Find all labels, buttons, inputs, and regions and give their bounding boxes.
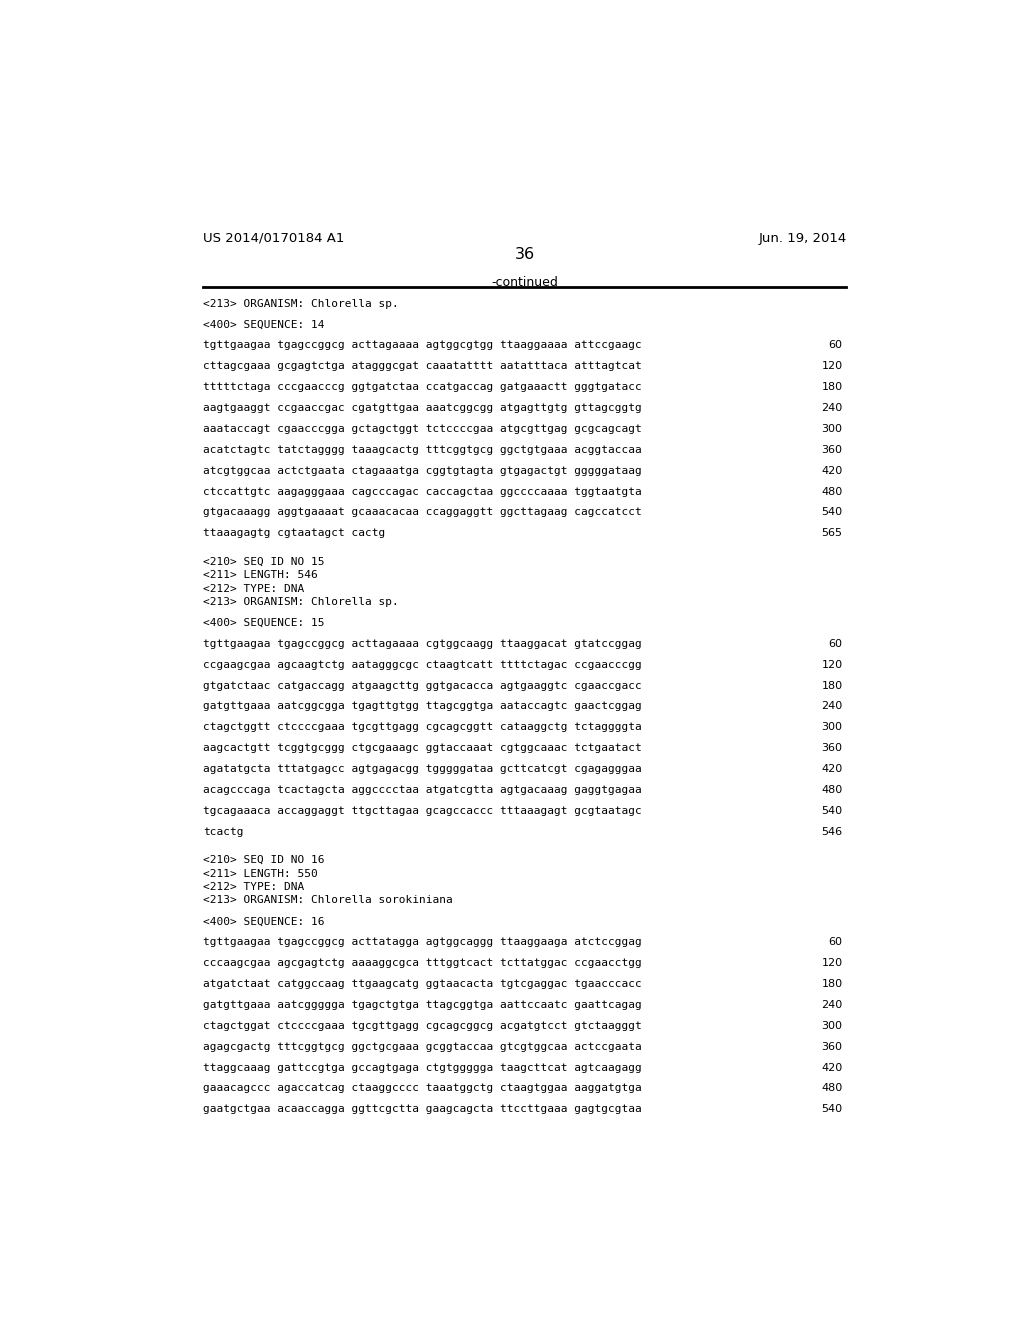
Text: 480: 480 (821, 487, 843, 496)
Text: <211> LENGTH: 546: <211> LENGTH: 546 (203, 570, 317, 579)
Text: acatctagtc tatctagggg taaagcactg tttcggtgcg ggctgtgaaa acggtaccaa: acatctagtc tatctagggg taaagcactg tttcggt… (203, 445, 642, 455)
Text: atgatctaat catggccaag ttgaagcatg ggtaacacta tgtcgaggac tgaacccacc: atgatctaat catggccaag ttgaagcatg ggtaaca… (203, 979, 642, 989)
Text: gatgttgaaa aatcggggga tgagctgtga ttagcggtga aattccaatc gaattcagag: gatgttgaaa aatcggggga tgagctgtga ttagcgg… (203, 1001, 642, 1010)
Text: <400> SEQUENCE: 14: <400> SEQUENCE: 14 (203, 319, 325, 330)
Text: <212> TYPE: DNA: <212> TYPE: DNA (203, 882, 304, 892)
Text: 240: 240 (821, 701, 843, 711)
Text: 360: 360 (821, 445, 843, 455)
Text: Jun. 19, 2014: Jun. 19, 2014 (758, 231, 847, 244)
Text: 60: 60 (828, 341, 843, 350)
Text: gatgttgaaa aatcggcgga tgagttgtgg ttagcggtga aataccagtc gaactcggag: gatgttgaaa aatcggcgga tgagttgtgg ttagcgg… (203, 701, 642, 711)
Text: <400> SEQUENCE: 16: <400> SEQUENCE: 16 (203, 916, 325, 927)
Text: agagcgactg tttcggtgcg ggctgcgaaa gcggtaccaa gtcgtggcaa actccgaata: agagcgactg tttcggtgcg ggctgcgaaa gcggtac… (203, 1041, 642, 1052)
Text: 540: 540 (821, 1105, 843, 1114)
Text: <212> TYPE: DNA: <212> TYPE: DNA (203, 583, 304, 594)
Text: 180: 180 (821, 681, 843, 690)
Text: aaataccagt cgaacccgga gctagctggt tctccccgaa atgcgttgag gcgcagcagt: aaataccagt cgaacccgga gctagctggt tctcccc… (203, 424, 642, 434)
Text: cccaagcgaa agcgagtctg aaaaggcgca tttggtcact tcttatggac ccgaacctgg: cccaagcgaa agcgagtctg aaaaggcgca tttggtc… (203, 958, 642, 968)
Text: 36: 36 (515, 247, 535, 261)
Text: 120: 120 (821, 660, 843, 669)
Text: ctagctggtt ctccccgaaa tgcgttgagg cgcagcggtt cataaggctg tctaggggta: ctagctggtt ctccccgaaa tgcgttgagg cgcagcg… (203, 722, 642, 733)
Text: ttaaagagtg cgtaatagct cactg: ttaaagagtg cgtaatagct cactg (203, 528, 385, 539)
Text: tgttgaagaa tgagccggcg acttagaaaa cgtggcaagg ttaaggacat gtatccggag: tgttgaagaa tgagccggcg acttagaaaa cgtggca… (203, 639, 642, 649)
Text: 420: 420 (821, 764, 843, 774)
Text: ttaggcaaag gattccgtga gccagtgaga ctgtggggga taagcttcat agtcaagagg: ttaggcaaag gattccgtga gccagtgaga ctgtggg… (203, 1063, 642, 1073)
Text: tttttctaga cccgaacccg ggtgatctaa ccatgaccag gatgaaactt gggtgatacc: tttttctaga cccgaacccg ggtgatctaa ccatgac… (203, 381, 642, 392)
Text: 540: 540 (821, 507, 843, 517)
Text: 565: 565 (821, 528, 843, 539)
Text: gtgatctaac catgaccagg atgaagcttg ggtgacacca agtgaaggtc cgaaccgacc: gtgatctaac catgaccagg atgaagcttg ggtgaca… (203, 681, 642, 690)
Text: <213> ORGANISM: Chlorella sorokiniana: <213> ORGANISM: Chlorella sorokiniana (203, 895, 453, 906)
Text: <211> LENGTH: 550: <211> LENGTH: 550 (203, 869, 317, 879)
Text: 60: 60 (828, 639, 843, 649)
Text: <210> SEQ ID NO 15: <210> SEQ ID NO 15 (203, 557, 325, 566)
Text: <210> SEQ ID NO 16: <210> SEQ ID NO 16 (203, 855, 325, 865)
Text: acagcccaga tcactagcta aggcccctaa atgatcgtta agtgacaaag gaggtgagaa: acagcccaga tcactagcta aggcccctaa atgatcg… (203, 785, 642, 795)
Text: tgttgaagaa tgagccggcg acttagaaaa agtggcgtgg ttaaggaaaa attccgaagc: tgttgaagaa tgagccggcg acttagaaaa agtggcg… (203, 341, 642, 350)
Text: ctccattgtc aagagggaaa cagcccagac caccagctaa ggccccaaaa tggtaatgta: ctccattgtc aagagggaaa cagcccagac caccagc… (203, 487, 642, 496)
Text: 420: 420 (821, 466, 843, 475)
Text: gaaacagccc agaccatcag ctaaggcccc taaatggctg ctaagtggaa aaggatgtga: gaaacagccc agaccatcag ctaaggcccc taaatgg… (203, 1084, 642, 1093)
Text: 360: 360 (821, 743, 843, 754)
Text: 300: 300 (821, 1020, 843, 1031)
Text: ctagctggat ctccccgaaa tgcgttgagg cgcagcggcg acgatgtcct gtctaagggt: ctagctggat ctccccgaaa tgcgttgagg cgcagcg… (203, 1020, 642, 1031)
Text: cttagcgaaa gcgagtctga atagggcgat caaatatttt aatatttaca atttagtcat: cttagcgaaa gcgagtctga atagggcgat caaatat… (203, 362, 642, 371)
Text: <213> ORGANISM: Chlorella sp.: <213> ORGANISM: Chlorella sp. (203, 597, 399, 607)
Text: tgttgaagaa tgagccggcg acttatagga agtggcaggg ttaaggaaga atctccggag: tgttgaagaa tgagccggcg acttatagga agtggca… (203, 937, 642, 948)
Text: 60: 60 (828, 937, 843, 948)
Text: 240: 240 (821, 403, 843, 413)
Text: <400> SEQUENCE: 15: <400> SEQUENCE: 15 (203, 618, 325, 628)
Text: 300: 300 (821, 722, 843, 733)
Text: 540: 540 (821, 807, 843, 816)
Text: 420: 420 (821, 1063, 843, 1073)
Text: 120: 120 (821, 958, 843, 968)
Text: tcactg: tcactg (203, 826, 244, 837)
Text: tgcagaaaca accaggaggt ttgcttagaa gcagccaccc tttaaagagt gcgtaatagc: tgcagaaaca accaggaggt ttgcttagaa gcagcca… (203, 807, 642, 816)
Text: 240: 240 (821, 1001, 843, 1010)
Text: gaatgctgaa acaaccagga ggttcgctta gaagcagcta ttccttgaaa gagtgcgtaa: gaatgctgaa acaaccagga ggttcgctta gaagcag… (203, 1105, 642, 1114)
Text: aagcactgtt tcggtgcggg ctgcgaaagc ggtaccaaat cgtggcaaac tctgaatact: aagcactgtt tcggtgcggg ctgcgaaagc ggtacca… (203, 743, 642, 754)
Text: <213> ORGANISM: Chlorella sp.: <213> ORGANISM: Chlorella sp. (203, 298, 399, 309)
Text: aagtgaaggt ccgaaccgac cgatgttgaa aaatcggcgg atgagttgtg gttagcggtg: aagtgaaggt ccgaaccgac cgatgttgaa aaatcgg… (203, 403, 642, 413)
Text: 180: 180 (821, 979, 843, 989)
Text: 300: 300 (821, 424, 843, 434)
Text: agatatgcta tttatgagcc agtgagacgg tgggggataa gcttcatcgt cgagagggaa: agatatgcta tttatgagcc agtgagacgg tggggga… (203, 764, 642, 774)
Text: 360: 360 (821, 1041, 843, 1052)
Text: 480: 480 (821, 1084, 843, 1093)
Text: 120: 120 (821, 362, 843, 371)
Text: 180: 180 (821, 381, 843, 392)
Text: 546: 546 (821, 826, 843, 837)
Text: ccgaagcgaa agcaagtctg aatagggcgc ctaagtcatt ttttctagac ccgaacccgg: ccgaagcgaa agcaagtctg aatagggcgc ctaagtc… (203, 660, 642, 669)
Text: atcgtggcaa actctgaata ctagaaatga cggtgtagta gtgagactgt gggggataag: atcgtggcaa actctgaata ctagaaatga cggtgta… (203, 466, 642, 475)
Text: -continued: -continued (492, 276, 558, 289)
Text: US 2014/0170184 A1: US 2014/0170184 A1 (203, 231, 344, 244)
Text: 480: 480 (821, 785, 843, 795)
Text: gtgacaaagg aggtgaaaat gcaaacacaa ccaggaggtt ggcttagaag cagccatcct: gtgacaaagg aggtgaaaat gcaaacacaa ccaggag… (203, 507, 642, 517)
